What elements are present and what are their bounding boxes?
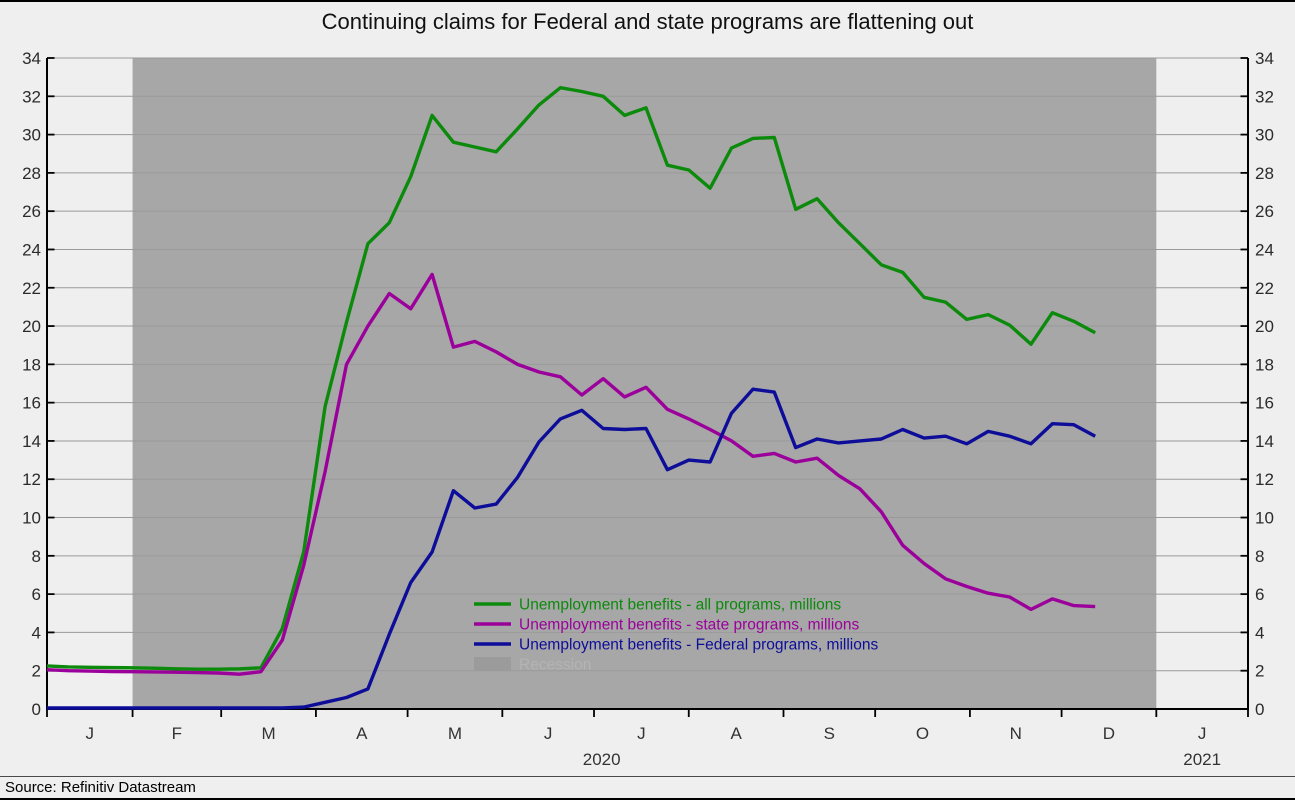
y-axis-label-left: 4 xyxy=(32,623,41,642)
legend-recession-swatch xyxy=(474,657,511,671)
y-axis-label-right: 14 xyxy=(1255,432,1274,451)
month-label: D xyxy=(1103,724,1115,743)
y-axis-label-left: 34 xyxy=(22,49,41,68)
bottom-border xyxy=(0,798,1295,800)
y-axis-label-right: 26 xyxy=(1255,202,1274,221)
series-line-2 xyxy=(47,387,1097,710)
footer-divider-line xyxy=(0,776,1295,777)
y-axis-label-right: 30 xyxy=(1255,126,1274,145)
source-text: Source: Refinitiv Datastream xyxy=(5,779,196,796)
y-axis-label-left: 16 xyxy=(22,394,41,413)
month-label: J xyxy=(1198,724,1207,743)
y-axis-label-right: 12 xyxy=(1255,470,1274,489)
legend-label-0: Unemployment benefits - all programs, mi… xyxy=(519,597,841,614)
y-axis-label-right: 8 xyxy=(1255,547,1264,566)
y-axis-label-right: 10 xyxy=(1255,509,1274,528)
y-axis-label-left: 12 xyxy=(22,470,41,489)
y-axis-label-left: 8 xyxy=(32,547,41,566)
month-label: A xyxy=(730,724,742,743)
year-label: 2021 xyxy=(1183,750,1221,769)
month-label: M xyxy=(261,724,275,743)
y-axis-label-right: 2 xyxy=(1255,662,1264,681)
y-axis-label-left: 14 xyxy=(22,432,41,451)
y-axis-label-right: 28 xyxy=(1255,164,1274,183)
y-axis-label-left: 2 xyxy=(32,662,41,681)
y-axis-label-left: 0 xyxy=(32,700,41,719)
month-label: J xyxy=(86,724,95,743)
month-label: J xyxy=(544,724,553,743)
year-label: 2020 xyxy=(583,750,621,769)
y-axis-label-left: 24 xyxy=(22,240,41,259)
y-axis-label-right: 16 xyxy=(1255,394,1274,413)
y-axis-label-right: 4 xyxy=(1255,623,1264,642)
legend-label-2: Unemployment benefits - Federal programs… xyxy=(519,637,878,654)
legend-label-recession: Recession xyxy=(519,657,591,674)
y-axis-label-right: 32 xyxy=(1255,87,1274,106)
series-line-0 xyxy=(46,85,1097,671)
month-label: S xyxy=(824,724,835,743)
y-axis-label-left: 20 xyxy=(22,317,41,336)
recession-band xyxy=(132,58,1157,709)
y-axis-label-left: 22 xyxy=(22,279,41,298)
legend-label-1: Unemployment benefits - state programs, … xyxy=(519,617,860,634)
y-axis-label-right: 34 xyxy=(1255,49,1274,68)
y-axis-label-left: 28 xyxy=(22,164,41,183)
y-axis-label-left: 32 xyxy=(22,87,41,106)
month-label: J xyxy=(637,724,646,743)
chart-title: Continuing claims for Federal and state … xyxy=(321,9,974,34)
y-axis-label-left: 6 xyxy=(32,585,41,604)
y-axis-label-right: 18 xyxy=(1255,355,1274,374)
y-axis-label-left: 26 xyxy=(22,202,41,221)
month-label: F xyxy=(172,724,182,743)
y-axis-label-left: 30 xyxy=(22,126,41,145)
y-axis-label-left: 18 xyxy=(22,355,41,374)
y-axis-label-right: 20 xyxy=(1255,317,1274,336)
y-axis-label-right: 24 xyxy=(1255,240,1274,259)
month-label: O xyxy=(916,724,929,743)
y-axis-label-right: 6 xyxy=(1255,585,1264,604)
month-label: M xyxy=(448,724,462,743)
month-label: N xyxy=(1010,724,1022,743)
series-line-1 xyxy=(46,272,1096,676)
month-label: A xyxy=(356,724,368,743)
y-axis-label-right: 0 xyxy=(1255,700,1264,719)
y-axis-label-left: 10 xyxy=(22,509,41,528)
y-axis-label-right: 22 xyxy=(1255,279,1274,298)
